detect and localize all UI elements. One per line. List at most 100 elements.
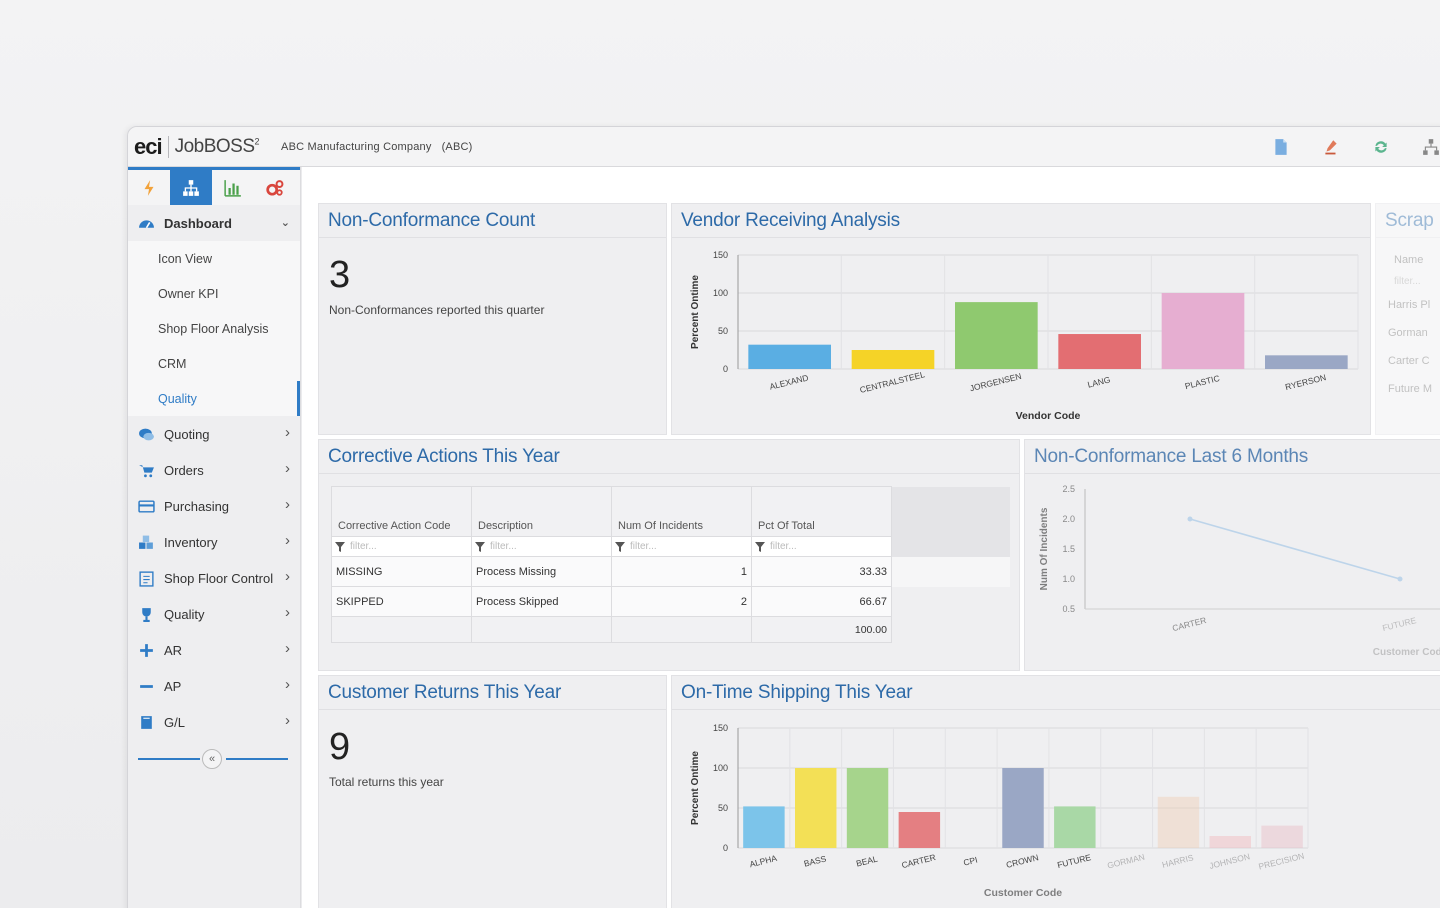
y-tick-label: 100 xyxy=(713,763,728,773)
scrap-filter[interactable]: filter... xyxy=(1394,276,1421,287)
chevron-right-icon: › xyxy=(285,460,290,477)
minus-icon xyxy=(136,677,156,695)
filter-cell[interactable]: filter... xyxy=(751,536,892,557)
table-row[interactable]: SKIPPED Process Skipped 2 66.67 xyxy=(331,586,1010,617)
column-header[interactable]: Pct Of Total xyxy=(751,486,892,537)
y-tick-label: 50 xyxy=(718,326,728,336)
dashboard-submenu: Icon View Owner KPI Shop Floor Analysis … xyxy=(128,241,300,416)
sub-item-crm[interactable]: CRM xyxy=(158,356,187,371)
clipboard-icon xyxy=(136,569,156,587)
sidebar-item-ar[interactable]: AR › xyxy=(128,632,300,668)
scrap-row: Gorman xyxy=(1388,327,1428,339)
hierarchy-icon[interactable] xyxy=(1406,127,1440,167)
x-tick-label: BEAL xyxy=(855,854,879,869)
y-tick-label: 2.0 xyxy=(1062,514,1075,524)
cell-code: MISSING xyxy=(331,556,472,587)
sub-item-shop-floor-analysis[interactable]: Shop Floor Analysis xyxy=(158,321,269,336)
chevron-right-icon: › xyxy=(285,640,290,657)
x-tick-label: ALPHA xyxy=(748,853,778,870)
x-tick-label: PRECISION xyxy=(1257,851,1305,872)
cell-description: Process Skipped xyxy=(471,586,612,617)
panel-scrap: Scrap Name filter... Harris Pl Gorman Ca… xyxy=(1375,203,1440,435)
top-toolbar xyxy=(1256,127,1440,167)
filter-icon xyxy=(335,541,345,552)
panel-title: On-Time Shipping This Year xyxy=(672,676,1440,710)
nav-menu: Quoting › Orders › Purchasing › Inventory › Shop… xyxy=(128,416,300,740)
table-spacer xyxy=(891,536,1010,557)
nc-last-6-months-chart: 2.5 2.0 1.5 1.0 0.5 CARTER FUTURE Num Of Incide… xyxy=(1039,484,1440,658)
product-name: JobBOSS2 xyxy=(174,135,260,157)
sidebar-item-ap[interactable]: AP › xyxy=(128,668,300,704)
sub-item-owner-kpi[interactable]: Owner KPI xyxy=(158,286,219,301)
nav-dashboard-label: Dashboard xyxy=(164,215,232,231)
column-header[interactable]: Description xyxy=(471,486,612,537)
y-tick-label: 150 xyxy=(713,250,728,260)
document-icon[interactable] xyxy=(1256,127,1306,167)
kpi-value: 9 xyxy=(329,726,351,768)
plus-icon xyxy=(136,641,156,659)
y-tick-label: 1.5 xyxy=(1062,544,1075,554)
app-window: eci JobBOSS2 ABC Manufacturing Company (A… xyxy=(127,126,1440,908)
filter-cell[interactable]: filter... xyxy=(471,536,612,557)
sidebar: Dashboard ⌄ Icon View Owner KPI Shop Flo… xyxy=(128,167,301,908)
x-tick-label: CARTER xyxy=(1171,615,1207,633)
chevron-right-icon: › xyxy=(285,496,290,513)
refresh-icon[interactable] xyxy=(1356,127,1406,167)
x-axis-label: Customer Code xyxy=(984,887,1062,899)
x-tick-label: BASS xyxy=(803,853,828,868)
y-tick-label: 1.0 xyxy=(1062,574,1075,584)
sidebar-item-orders[interactable]: Orders › xyxy=(128,452,300,488)
sidebar-item-label: AR xyxy=(164,642,183,658)
filter-cell[interactable]: filter... xyxy=(331,536,472,557)
org-chart-icon[interactable] xyxy=(170,170,212,205)
sidebar-item-label: Quality xyxy=(164,606,205,622)
lightning-icon[interactable] xyxy=(128,170,170,205)
pen-icon[interactable] xyxy=(1306,127,1356,167)
panel-nc-last-6-months: Non-Conformance Last 6 Months 2.5 2.0 1.5 1… xyxy=(1024,439,1440,671)
bar xyxy=(846,768,889,848)
kpi-subtitle: Total returns this year xyxy=(329,775,444,789)
bar xyxy=(743,806,785,848)
sidebar-item-quality[interactable]: Quality › xyxy=(128,596,300,632)
bar xyxy=(1058,334,1141,369)
x-tick-label: CENTRALSTEEL xyxy=(859,369,926,395)
brand-logo[interactable]: eci JobBOSS2 xyxy=(128,134,259,160)
filter-cell[interactable]: filter... xyxy=(611,536,752,557)
table-row[interactable]: MISSING Process Missing 1 33.33 xyxy=(331,556,1010,587)
chevron-right-icon: › xyxy=(285,604,290,621)
x-tick-label: GORMAN xyxy=(1106,852,1146,871)
boxes-icon xyxy=(136,533,156,551)
module-tabs xyxy=(128,167,300,205)
panel-title: Non-Conformance Count xyxy=(319,204,666,238)
sidebar-item-inventory[interactable]: Inventory › xyxy=(128,524,300,560)
y-tick-label: 50 xyxy=(718,803,728,813)
cell-description: Process Missing xyxy=(471,556,612,587)
sub-item-quality[interactable]: Quality xyxy=(128,381,300,416)
bar xyxy=(1265,355,1348,369)
bar-chart-icon[interactable] xyxy=(212,170,254,205)
nav-dashboard[interactable]: Dashboard ⌄ xyxy=(128,205,300,241)
sub-item-icon-view[interactable]: Icon View xyxy=(158,251,212,266)
column-header[interactable]: Corrective Action Code xyxy=(331,486,472,537)
y-axis-label: Num Of Incidents xyxy=(1039,507,1050,590)
bar xyxy=(795,768,837,848)
panel-non-conformance-count: Non-Conformance Count 3 Non-Conformances… xyxy=(318,203,667,435)
sidebar-item-purchasing[interactable]: Purchasing › xyxy=(128,488,300,524)
chevron-right-icon: › xyxy=(285,532,290,549)
collapse-sidebar-button[interactable]: « xyxy=(202,749,222,769)
company-code: (ABC) xyxy=(441,140,473,153)
column-header[interactable]: Num Of Incidents xyxy=(611,486,752,537)
x-tick-label: JOHNSON xyxy=(1208,851,1251,871)
scrap-row: Future M xyxy=(1388,383,1433,395)
scrap-row: Harris Pl xyxy=(1388,299,1431,311)
panel-title: Non-Conformance Last 6 Months xyxy=(1025,440,1440,474)
gears-icon[interactable] xyxy=(254,170,296,205)
brand-divider xyxy=(167,135,169,158)
sidebar-item-shop-floor-control[interactable]: Shop Floor Control › xyxy=(128,560,300,596)
bar xyxy=(748,344,831,369)
sidebar-item-quoting[interactable]: Quoting › xyxy=(128,416,300,452)
x-tick-label: CARTER xyxy=(901,852,937,870)
sidebar-item-g-l[interactable]: G/L › xyxy=(128,704,300,740)
x-tick-label: HARRIS xyxy=(1161,852,1195,870)
x-tick-label: PLASTIC xyxy=(1184,373,1221,391)
